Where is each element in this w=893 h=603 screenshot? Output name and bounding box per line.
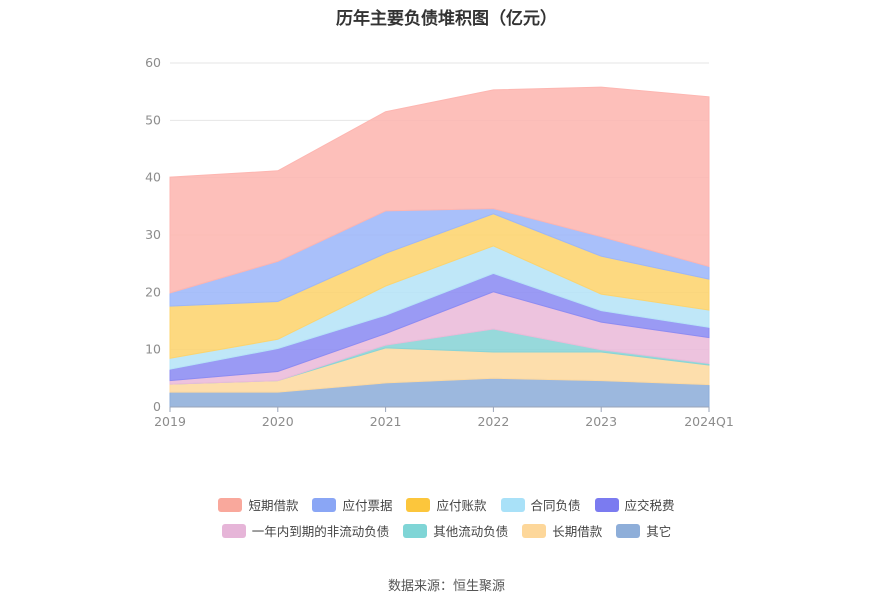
y-tick-label: 30 — [145, 227, 161, 242]
x-tick-label: 2021 — [370, 414, 402, 429]
x-tick-label: 2023 — [585, 414, 617, 429]
y-tick-label: 0 — [153, 399, 161, 414]
y-tick-label: 60 — [145, 55, 161, 70]
legend-swatch — [616, 523, 641, 538]
legend-row: 短期借款 应付票据 应付账款 合同负债 应交税费 — [0, 495, 893, 514]
legend-label: 长期借款 — [552, 524, 603, 539]
legend-swatch — [218, 497, 243, 512]
legend-item[interactable]: 其他流动负债 — [403, 521, 508, 540]
x-tick-label: 2022 — [477, 414, 509, 429]
legend-item[interactable]: 应付票据 — [312, 495, 392, 514]
legend-label: 应付账款 — [436, 498, 487, 513]
y-tick-label: 40 — [145, 170, 161, 185]
y-tick-label: 10 — [145, 342, 161, 357]
source-note: 数据来源：恒生聚源 — [387, 579, 505, 594]
x-tick-label: 2019 — [154, 414, 186, 429]
legend-label: 应交税费 — [624, 498, 675, 513]
legend-label: 其他流动负债 — [433, 524, 509, 539]
legend-item[interactable]: 应付账款 — [406, 495, 487, 514]
legend-item[interactable]: 短期借款 — [218, 495, 298, 514]
y-tick-label: 50 — [145, 112, 161, 127]
legend-swatch — [500, 497, 525, 512]
legend-swatch — [312, 497, 337, 512]
legend-label: 短期借款 — [248, 498, 299, 513]
legend-item[interactable]: 合同负债 — [500, 495, 581, 514]
legend-item[interactable]: 其它 — [616, 521, 671, 540]
legend-item[interactable]: 长期借款 — [522, 521, 602, 540]
legend-label: 合同负债 — [530, 498, 581, 513]
area-series-8 — [169, 86, 710, 294]
legend-swatch — [221, 523, 246, 538]
y-tick-label: 20 — [145, 284, 161, 299]
legend-swatch — [406, 497, 431, 512]
legend-label: 一年内到期的非流动负债 — [251, 524, 390, 539]
legend-swatch — [594, 497, 619, 512]
legend-label: 其它 — [646, 524, 672, 539]
chart-title: 历年主要负债堆积图（亿元） — [336, 9, 557, 29]
legend: 短期借款 应付票据 应付账款 合同负债 应交税费一年内到期的非流动负债 其他流动负债 长期借… — [0, 495, 893, 547]
legend-item[interactable]: 应交税费 — [594, 495, 675, 514]
legend-label: 应付票据 — [342, 498, 393, 513]
x-tick-label: 2020 — [262, 414, 294, 429]
legend-swatch — [522, 523, 547, 538]
legend-swatch — [403, 523, 428, 538]
legend-item[interactable]: 一年内到期的非流动负债 — [221, 521, 390, 540]
legend-row: 一年内到期的非流动负债 其他流动负债 长期借款 其它 — [0, 521, 893, 540]
x-tick-label: 2024Q1 — [684, 414, 734, 429]
